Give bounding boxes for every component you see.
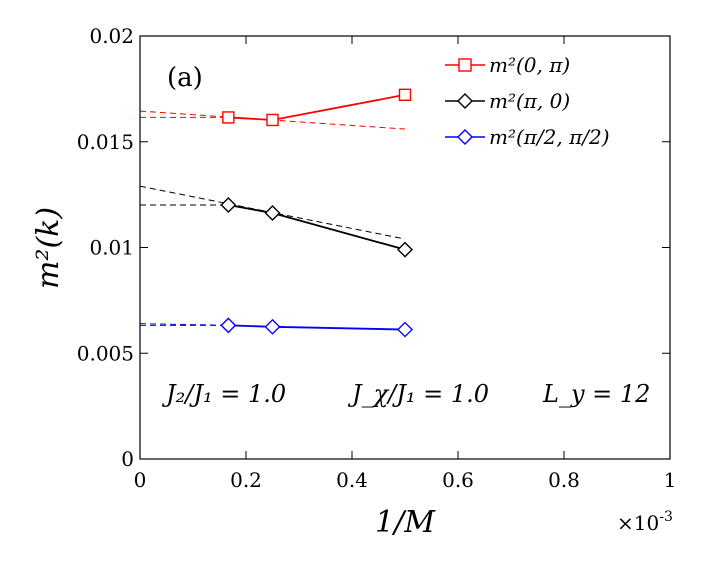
y-tick-label: 0.01: [89, 236, 134, 260]
legend-entry-1: m²(π, 0): [445, 89, 570, 113]
x-multiplier: ×10-3: [617, 509, 673, 535]
annotation-ly: L_y = 12: [542, 380, 650, 408]
legend-entry-0: m²(0, π): [445, 53, 570, 77]
data-point-1-1: [264, 205, 281, 222]
annotation-jchi: J_χ/J₁ = 1.0: [347, 380, 489, 408]
x-tick-label: 0.2: [230, 468, 262, 492]
legend: m²(0, π) m²(π, 0) m²(π/2, π/2): [445, 53, 610, 149]
data-point-2-2: [397, 321, 413, 338]
panel-label: (a): [167, 63, 203, 93]
y-tick-label: 0.02: [89, 24, 134, 48]
x-tick-label: 0.6: [442, 468, 474, 492]
y-tick-label: 0.005: [77, 341, 134, 365]
y-tick-label: 0: [121, 447, 134, 471]
x-tick-label: 0.8: [548, 468, 580, 492]
data-point-1-0: [220, 196, 237, 213]
y-axis-title: m²(k): [31, 207, 66, 289]
x-tick-label: 1: [664, 468, 677, 492]
x-multiplier-exponent: -3: [659, 509, 673, 525]
legend-label-2: m²(π/2, π/2): [489, 125, 610, 149]
x-multiplier-base: ×10: [617, 511, 659, 535]
data-point-0-1: [266, 113, 279, 127]
x-tick-label: 0: [134, 468, 147, 492]
x-axis-title: 1/M: [375, 505, 436, 540]
data-point-0-0: [222, 111, 235, 124]
y-tick-label: 0.015: [77, 130, 134, 154]
annotation-j2: J₂/J₁ = 1.0: [161, 380, 286, 408]
legend-marker-0: [458, 58, 472, 72]
legend-marker-2: [457, 129, 473, 145]
legend-label-0: m²(0, π): [489, 53, 570, 77]
legend-label-1: m²(π, 0): [489, 89, 570, 113]
legend-entry-2: m²(π/2, π/2): [445, 125, 610, 149]
data-point-2-1: [264, 318, 281, 335]
legend-marker-1: [457, 93, 473, 109]
plot-frame: [139, 35, 671, 460]
data-point-1-2: [397, 241, 413, 258]
x-tick-label: 0.4: [336, 468, 368, 492]
data-point-0-2: [398, 88, 412, 101]
axis-ticks: 0 0.2 0.4 0.6 0.8 1 0 0.005 0.01 0.015 0.02: [77, 24, 677, 492]
data-point-2-0: [220, 317, 237, 334]
data-markers: [220, 88, 413, 338]
